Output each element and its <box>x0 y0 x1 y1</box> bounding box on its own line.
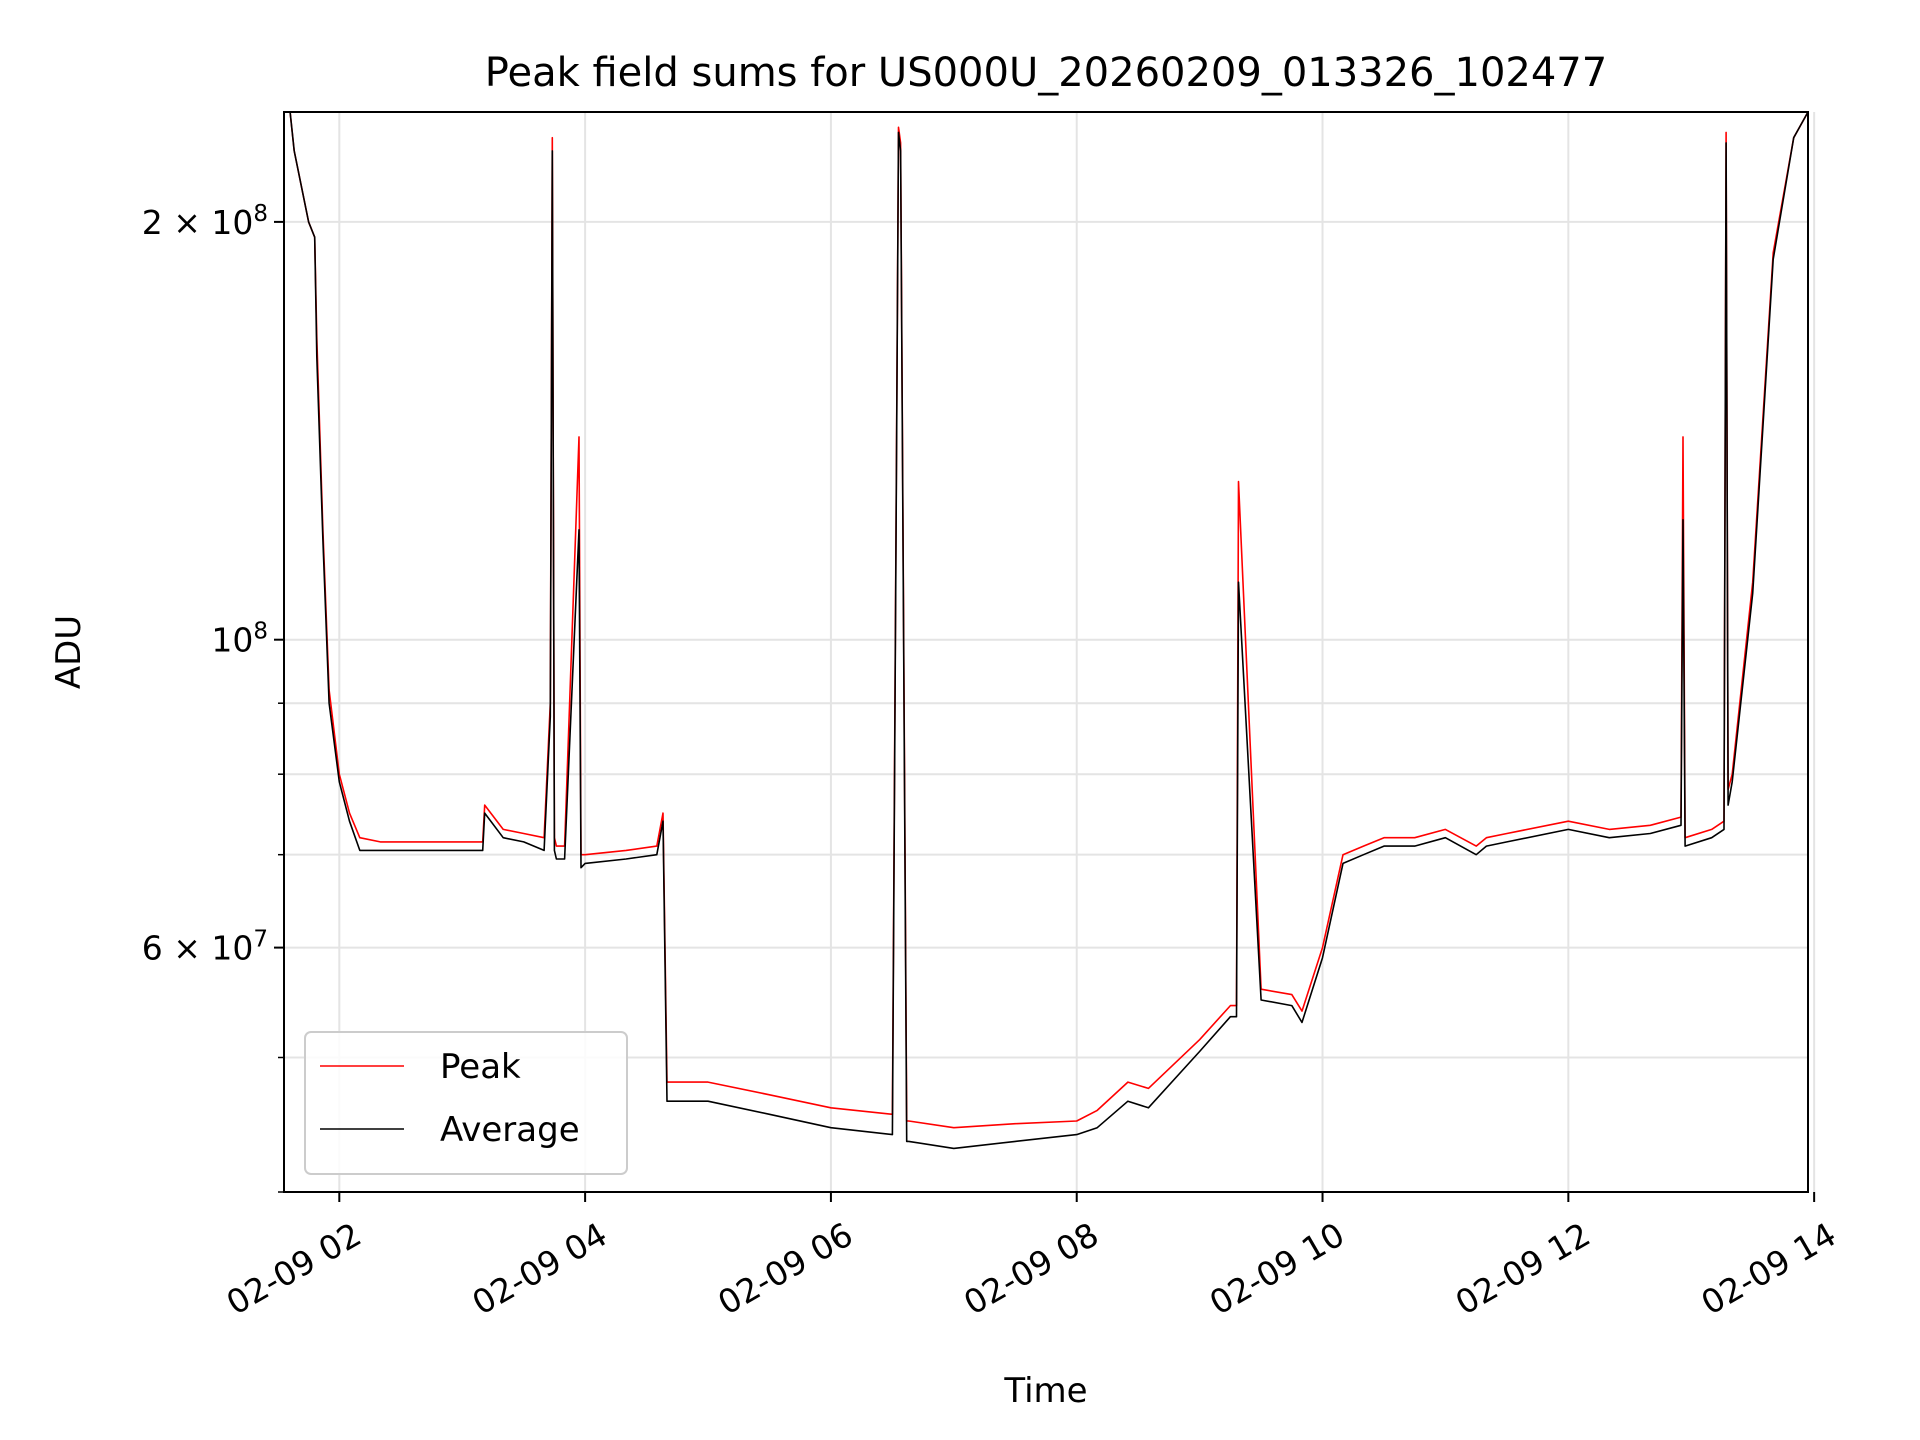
legend-box <box>304 1031 628 1175</box>
series-line-peak <box>289 112 1808 1129</box>
y-axis-label: ADU <box>49 615 89 689</box>
legend-label-average: Average <box>440 1110 580 1150</box>
y-axis-ticks: 6 × 107 108 2 × 108 <box>142 201 284 1193</box>
chart-title: Peak field sums for US000U_20260209_0133… <box>485 50 1607 96</box>
y-tick-label: 108 <box>211 619 268 660</box>
x-axis-label: Time <box>1003 1371 1087 1411</box>
y-tick-label: 6 × 107 <box>142 927 268 968</box>
series-line-average <box>289 112 1808 1150</box>
plot-area <box>289 112 1808 1150</box>
axes-frame <box>283 111 1809 1193</box>
legend-label-peak: Peak <box>440 1047 521 1087</box>
legend: Peak Average <box>304 1031 628 1175</box>
y-tick-label: 2 × 108 <box>142 201 268 242</box>
